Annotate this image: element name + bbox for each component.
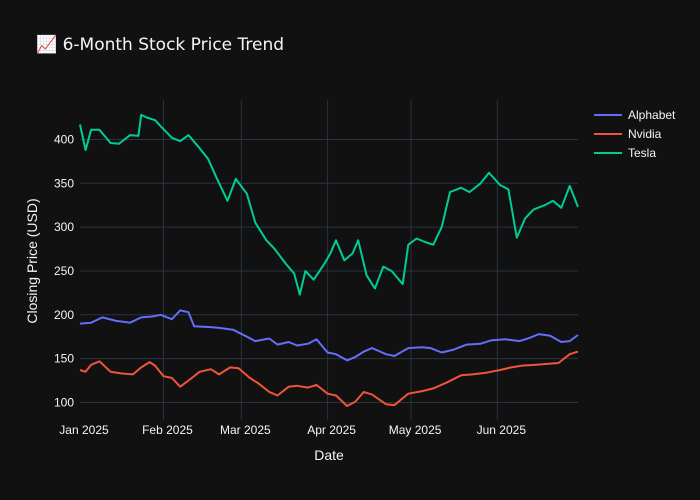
- y-tick-label: 350: [54, 176, 74, 190]
- y-tick-label: 100: [54, 395, 74, 409]
- series-line-alphabet: [79, 309, 579, 362]
- y-tick-label: 300: [54, 220, 74, 234]
- x-tick-label: Jan 2025: [59, 423, 109, 437]
- legend-item-nvidia[interactable]: Nvidia: [594, 127, 662, 141]
- series-line-tesla: [79, 113, 579, 296]
- legend-item-tesla[interactable]: Tesla: [594, 146, 656, 160]
- x-axis-ticks: Jan 2025 Feb 2025 Mar 2025 Apr 2025 May 2025…: [59, 423, 526, 437]
- y-axis-title: Closing Price (USD): [24, 198, 40, 323]
- x-tick-label: Feb 2025: [142, 423, 193, 437]
- y-axis-ticks: 100 150 200 250 300 350 400: [54, 132, 74, 409]
- legend[interactable]: Alphabet Nvidia Tesla: [594, 108, 676, 160]
- y-tick-label: 200: [54, 308, 74, 322]
- x-tick-label: May 2025: [389, 423, 442, 437]
- x-tick-label: Jun 2025: [477, 423, 527, 437]
- chart-title: 📈 6-Month Stock Price Trend: [36, 34, 284, 55]
- x-tick-label: Apr 2025: [307, 423, 356, 437]
- y-tick-label: 400: [54, 132, 74, 146]
- y-tick-label: 150: [54, 352, 74, 366]
- y-tick-label: 250: [54, 264, 74, 278]
- series-line-nvidia: [79, 350, 579, 407]
- series-lines: [79, 113, 579, 407]
- legend-label: Nvidia: [628, 127, 662, 141]
- legend-label: Alphabet: [628, 108, 676, 122]
- x-tick-label: Mar 2025: [220, 423, 271, 437]
- x-axis-title: Date: [314, 447, 344, 463]
- legend-item-alphabet[interactable]: Alphabet: [594, 108, 676, 122]
- legend-label: Tesla: [628, 146, 656, 160]
